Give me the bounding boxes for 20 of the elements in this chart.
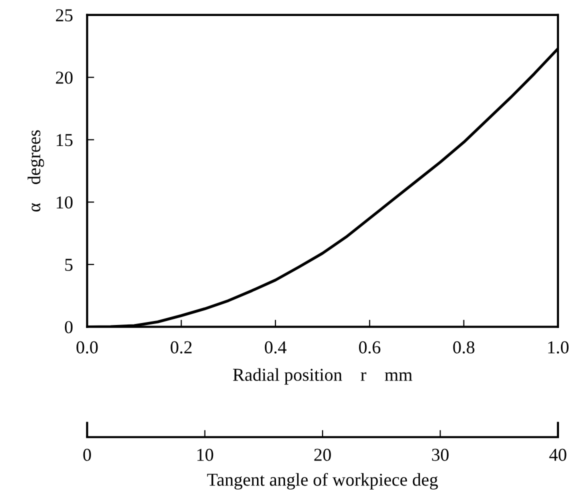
x2-axis-title: Tangent angle of workpiece deg	[207, 472, 438, 490]
y-tick-label: 10	[56, 196, 73, 209]
y-tick-label: 25	[56, 9, 73, 22]
x-tick-label: 0.0	[76, 341, 98, 354]
x2-tick-label: 30	[432, 448, 449, 461]
x-tick-label: 0.4	[264, 341, 286, 354]
x-tick-label: 0.8	[453, 341, 474, 354]
y-tick-label: 0	[64, 321, 73, 334]
x2-tick-label: 0	[83, 448, 91, 461]
x-tick-label: 0.6	[359, 341, 380, 354]
y-tick-label: 15	[56, 134, 73, 146]
y-tick-label: 20	[56, 72, 73, 84]
x-axis-title: Radial position r mm	[233, 368, 412, 385]
x-tick-label: 0.2	[170, 341, 192, 354]
x2-tick-label: 10	[197, 448, 214, 461]
y-tick-label: 5	[65, 258, 73, 271]
x2-tick-label: 40	[549, 448, 566, 461]
x-tick-label: 1.0	[548, 341, 569, 354]
y-axis-title: α degrees	[28, 130, 44, 212]
x2-tick-label: 20	[314, 448, 331, 461]
